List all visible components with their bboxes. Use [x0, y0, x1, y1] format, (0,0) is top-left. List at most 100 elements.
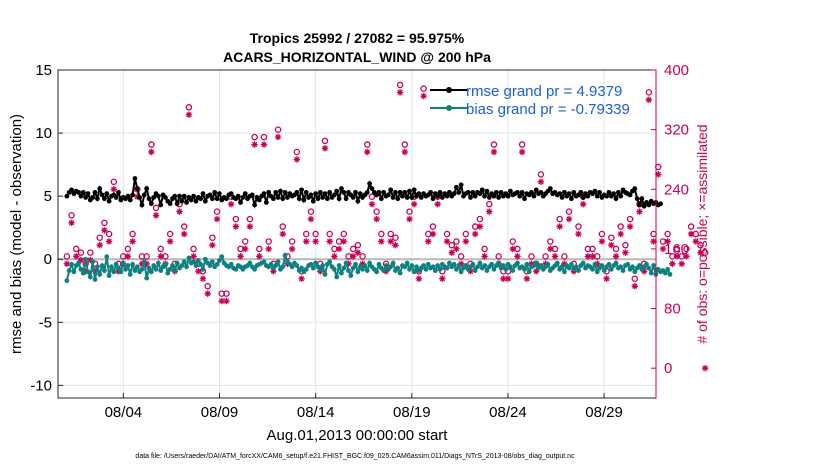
rmse-point	[397, 189, 403, 195]
bias-point	[141, 259, 147, 265]
rmse-point	[611, 191, 617, 197]
rmse-point	[339, 186, 344, 191]
obs-assimilated-marker	[589, 253, 596, 260]
obs-assimilated-marker	[293, 156, 301, 163]
obs-assimilated-marker	[349, 253, 357, 260]
obs-assimilated-marker	[533, 268, 540, 275]
bias-point	[566, 265, 572, 271]
obs-possible-marker	[556, 215, 563, 223]
x-tick-label: 08/09	[201, 404, 239, 421]
bias-point	[191, 259, 196, 265]
legend-bias-label: bias grand pr = -0.79339	[466, 101, 630, 118]
obs-assimilated-marker	[486, 208, 493, 215]
bias-point	[179, 263, 185, 268]
rmse-point	[592, 188, 598, 194]
rmse-point	[557, 191, 563, 197]
y-right-tick-label: 0	[664, 360, 672, 377]
obs-possible-marker	[209, 234, 216, 241]
rmse-point	[97, 186, 103, 191]
bias-point	[134, 264, 140, 270]
bias-point	[85, 269, 91, 275]
obs-assimilated-marker	[209, 241, 216, 249]
obs-possible-marker	[256, 245, 263, 253]
obs-assimilated-marker	[659, 245, 667, 253]
rmse-point	[158, 202, 164, 208]
x-tick-label: 08/14	[297, 404, 335, 421]
obs-assimilated-marker	[101, 227, 108, 234]
rmse-point	[580, 195, 586, 200]
bias-point	[336, 263, 342, 268]
bias-point	[489, 261, 495, 267]
legend: rmse grand pr = 4.9379 bias grand pr = -…	[430, 83, 630, 118]
obs-assimilated-marker	[612, 253, 620, 260]
obs-assimilated-marker	[697, 249, 704, 256]
obs-assimilated-marker	[584, 253, 592, 260]
bias-point	[228, 261, 234, 267]
bias-point	[362, 263, 368, 268]
obs-assimilated-marker	[476, 223, 484, 230]
chart-title-line2: ACARS_HORIZONTAL_WIND @ 200 hPa	[223, 49, 491, 65]
obs-assimilated-marker	[157, 253, 164, 260]
obs-possible-marker	[420, 85, 427, 92]
rmse-point	[613, 196, 619, 202]
obs-assimilated-marker	[406, 215, 413, 223]
bias-point	[118, 269, 124, 275]
bias-point	[526, 269, 532, 275]
bias-point	[402, 264, 408, 270]
bias-point	[383, 263, 389, 268]
obs-possible-marker	[180, 223, 188, 230]
rmse-point	[181, 193, 187, 199]
bias-point	[186, 255, 192, 261]
x-tick-label: 08/29	[585, 404, 623, 421]
obs-assimilated-marker	[237, 253, 244, 260]
obs-assimilated-marker	[490, 148, 498, 156]
obs-assimilated-marker	[565, 215, 573, 223]
bias-point	[496, 260, 502, 266]
rmse-point	[627, 192, 633, 198]
obs-possible-marker	[683, 245, 690, 253]
bias-point	[444, 265, 450, 271]
bias-point	[606, 261, 612, 267]
rmse-point	[615, 189, 621, 195]
rmse-point	[99, 192, 105, 198]
rmse-point	[179, 198, 185, 204]
bias-point	[446, 260, 452, 266]
rmse-point	[249, 192, 255, 198]
bias-point	[665, 266, 671, 272]
obs-possible-marker	[101, 219, 108, 227]
rmse-point	[334, 188, 340, 194]
obs-possible-marker	[396, 81, 404, 89]
bias-point	[317, 266, 323, 272]
obs-possible-marker	[63, 253, 71, 260]
bias-point	[94, 264, 100, 270]
bias-point	[125, 263, 131, 268]
rmse-point	[224, 196, 229, 202]
obs-assimilated-marker	[523, 275, 531, 282]
bias-point	[470, 261, 476, 267]
obs-assimilated-marker	[528, 260, 535, 268]
rmse-point	[498, 189, 504, 195]
obs-possible-marker	[462, 230, 470, 238]
bias-point	[116, 265, 121, 271]
obs-possible-marker	[617, 223, 624, 230]
obs-assimilated-marker	[415, 275, 423, 282]
obs-possible-marker	[232, 215, 240, 223]
rmse-point	[388, 187, 394, 193]
bias-point	[87, 274, 93, 280]
bias-point	[343, 260, 349, 266]
rmse-point	[353, 189, 358, 195]
bias-point	[339, 270, 344, 276]
obs-possible-marker	[537, 171, 545, 178]
obs-assimilated-marker	[617, 230, 624, 238]
rmse-point	[454, 184, 459, 190]
obs-assimilated-marker	[218, 297, 225, 305]
bias-point	[522, 266, 527, 272]
bias-point	[353, 261, 358, 267]
bias-point	[458, 269, 464, 275]
rmse-point	[402, 189, 408, 195]
bias-point	[348, 273, 354, 279]
rmse-point	[378, 196, 384, 202]
obs-possible-marker	[293, 148, 301, 156]
obs-possible-marker	[87, 249, 94, 256]
bias-point	[153, 266, 159, 272]
